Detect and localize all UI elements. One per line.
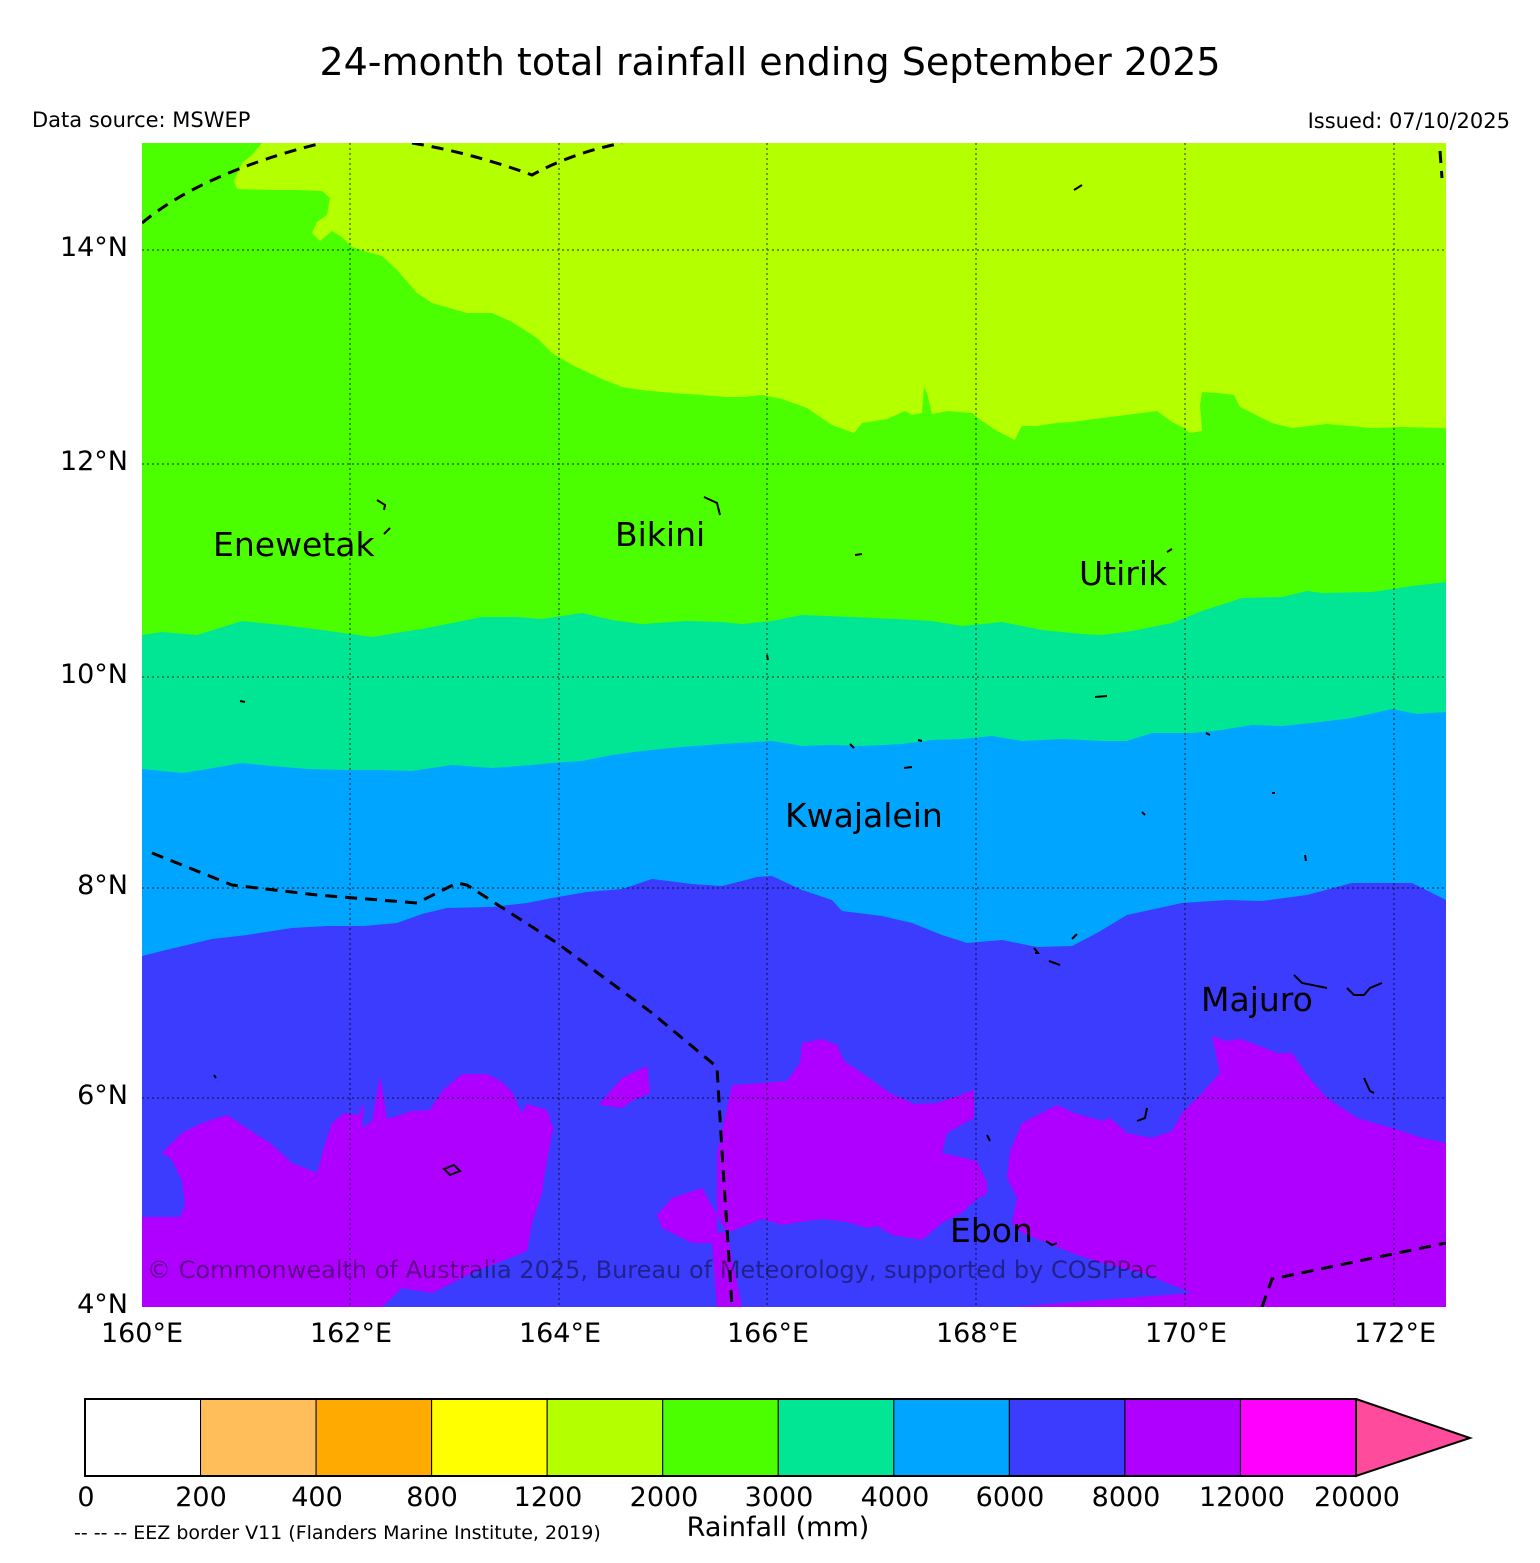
map-title: 24-month total rainfall ending September…: [319, 40, 1221, 84]
lat-label: 8°N: [77, 870, 128, 901]
lat-label: 6°N: [77, 1080, 128, 1111]
colorbar-tick-label: 12000: [1199, 1482, 1285, 1513]
lat-label: 12°N: [59, 446, 128, 477]
lat-label: 4°N: [77, 1289, 128, 1320]
colorbar-cell: [546, 1398, 664, 1477]
eez-border: [142, 143, 1446, 1307]
lat-label: 10°N: [59, 659, 128, 690]
colorbar-extend-arrow: [1355, 1398, 1474, 1478]
colorbar-cell: [1124, 1398, 1241, 1477]
colorbar-cell: [1239, 1398, 1357, 1477]
lon-label: 168°E: [935, 1318, 1019, 1349]
colorbar-cell: [662, 1398, 779, 1477]
band-8000-12000-east: [1007, 1036, 1446, 1307]
colorbar-tick-label: 8000: [1091, 1482, 1161, 1513]
colorbar-tick-label: 0: [77, 1482, 95, 1513]
colorbar-cell: [200, 1398, 317, 1477]
colorbar-title: Rainfall (mm): [686, 1512, 870, 1543]
colorbar-tick-label: 4000: [860, 1482, 930, 1513]
colorbar-cell: [1008, 1398, 1126, 1477]
colorbar-cell: [431, 1398, 548, 1477]
place-label-kwajalein: Kwajalein: [785, 796, 943, 835]
colorbar-tick-label: 400: [291, 1482, 343, 1513]
place-label-utirik: Utirik: [1079, 554, 1168, 593]
band-8000-12000-west: [142, 1074, 554, 1307]
colorbar-cell: [84, 1398, 202, 1477]
colorbar-cell: [777, 1398, 895, 1477]
place-label-bikini: Bikini: [615, 515, 705, 554]
graticule: [142, 143, 1446, 1307]
colorbar-tick-label: 800: [406, 1482, 458, 1513]
atoll-outlines: [213, 184, 1383, 1247]
colorbar-cell: [893, 1398, 1010, 1477]
eez-legend-note: -- -- -- EEZ border V11 (Flanders Marine…: [74, 1522, 601, 1544]
issued-date-label: Issued: 07/10/2025: [1307, 109, 1510, 133]
colorbar-tick-label: 6000: [975, 1482, 1045, 1513]
band-1200-2000: [234, 143, 1446, 440]
place-label-enewetak: Enewetak: [213, 525, 376, 564]
colorbar-tick-label: 3000: [744, 1482, 814, 1513]
band-8000-12000-center: [657, 1039, 987, 1307]
place-label-majuro: Majuro: [1201, 980, 1313, 1019]
lon-label: 172°E: [1353, 1318, 1437, 1349]
colorbar-cells: [84, 1398, 1357, 1477]
lon-label: 160°E: [100, 1318, 184, 1349]
lat-label: 14°N: [59, 232, 128, 263]
lon-label: 166°E: [726, 1318, 810, 1349]
lon-label: 162°E: [309, 1318, 393, 1349]
rainfall-map: Enewetak Bikini Utirik Kwajalein Majuro …: [142, 143, 1446, 1307]
data-source-label: Data source: MSWEP: [32, 108, 251, 132]
colorbar: [84, 1398, 1474, 1478]
colorbar-tick-label: 200: [175, 1482, 227, 1513]
colorbar-cell: [315, 1398, 433, 1477]
colorbar-tick-label: 1200: [513, 1482, 583, 1513]
colorbar-tick-label: 20000: [1314, 1482, 1400, 1513]
place-label-ebon: Ebon: [950, 1211, 1033, 1250]
copyright-watermark: © Commonwealth of Australia 2025, Bureau…: [147, 1256, 1158, 1284]
lon-label: 170°E: [1144, 1318, 1228, 1349]
colorbar-tick-label: 2000: [629, 1482, 699, 1513]
lon-label: 164°E: [518, 1318, 602, 1349]
